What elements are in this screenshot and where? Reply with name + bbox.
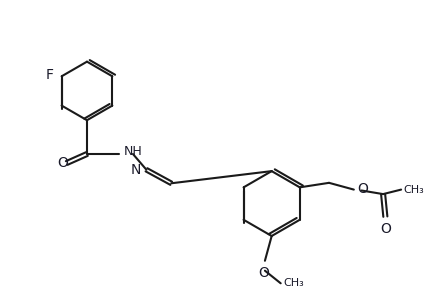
Text: O: O: [380, 222, 391, 236]
Text: N: N: [131, 163, 141, 177]
Text: O: O: [259, 266, 270, 280]
Text: F: F: [45, 68, 54, 82]
Text: CH₃: CH₃: [283, 278, 304, 288]
Text: O: O: [357, 182, 369, 196]
Text: NH: NH: [124, 145, 143, 158]
Text: CH₃: CH₃: [403, 184, 424, 195]
Text: O: O: [57, 156, 68, 170]
